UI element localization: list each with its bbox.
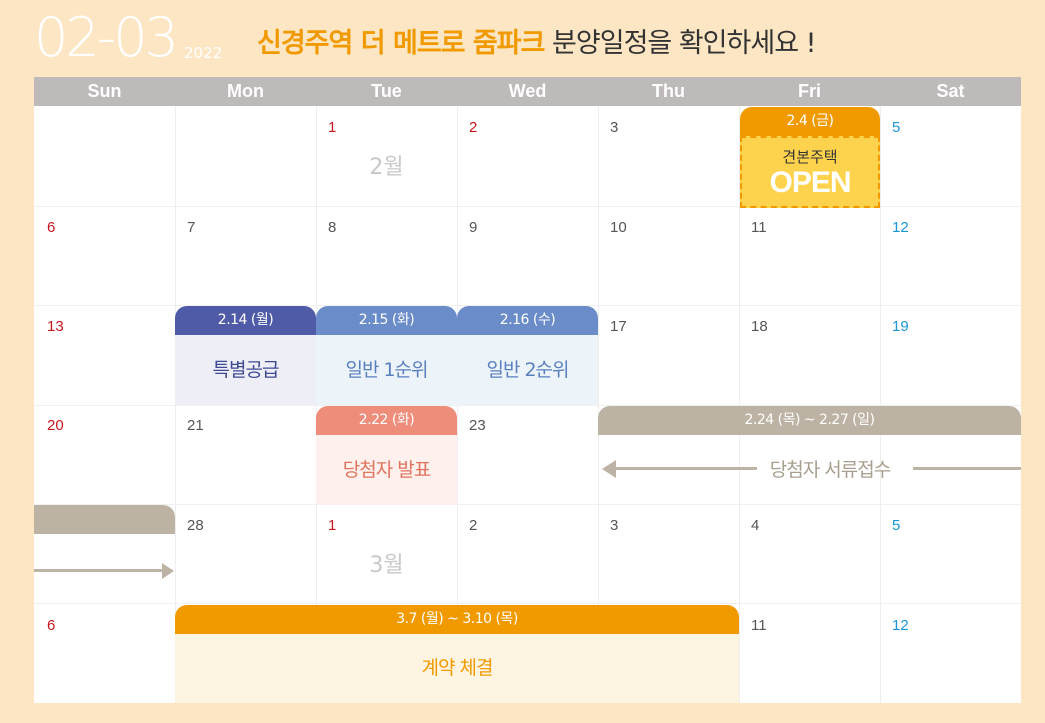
day-cell[interactable]: 9 [469,219,478,236]
weekday-wed: Wed [508,81,547,101]
weekday-sun: Sun [87,81,122,101]
day-cell[interactable]: 7 [187,219,196,236]
weekday-tue: Tue [371,81,402,101]
event-special-supply[interactable]: 특별공급 [175,335,316,405]
arrow-line [34,569,162,572]
arrow-left-icon [602,460,616,478]
grid-line [34,206,1021,207]
event-date-winner-announce: 2.22 (화) [316,406,457,435]
event-contract[interactable]: 계약 체결 [175,634,739,703]
model-house-label: 견본주택 [782,148,838,166]
event-date-general-1st: 2.15 (화) [316,306,457,335]
arrow-right-icon [162,563,174,579]
event-general-1st[interactable]: 일반 1순위 [316,335,457,405]
event-general-2nd[interactable]: 일반 2순위 [457,335,598,405]
open-label: OPEN [769,166,851,199]
day-cell[interactable]: 6 [47,617,56,634]
page-title: 신경주역 더 메트로 줌파크 분양일정을 확인하세요 ! [257,26,816,62]
weekday-fri: Fri [797,81,821,101]
title-complex-name: 신경주역 더 메트로 줌파크 [257,28,545,59]
day-cell[interactable]: 5 [892,517,901,534]
calendar: Sun Mon Tue Wed Thu Fri Sat 1 2월 2 3 5 2… [34,77,1021,703]
event-date-document-review: 2.24 (목) ~ 2.27 (일) [598,406,1021,435]
day-cell[interactable]: 1 [328,119,337,136]
day-cell[interactable]: 19 [892,318,909,335]
date-range: 02-03 [34,6,179,69]
grid-line [880,77,881,703]
event-document-review[interactable]: 당첨자 서류접수 [769,459,891,481]
day-cell[interactable]: 1 [328,517,337,534]
day-cell[interactable]: 28 [187,517,204,534]
arrow-line [913,467,1021,470]
day-cell[interactable]: 5 [892,119,901,136]
day-cell[interactable]: 12 [892,219,909,236]
title-rest: 분양일정을 확인하세요 ! [552,28,816,59]
day-cell[interactable]: 17 [610,318,627,335]
day-cell[interactable]: 11 [751,617,767,634]
day-cell[interactable]: 11 [751,219,767,236]
day-cell[interactable]: 23 [469,417,486,434]
day-cell[interactable]: 18 [751,318,768,335]
day-cell[interactable]: 2 [469,517,478,534]
day-cell[interactable]: 13 [47,318,64,335]
event-winner-announce[interactable]: 당첨자 발표 [316,435,457,505]
day-cell[interactable]: 20 [47,417,64,434]
grid-line [598,77,599,703]
day-cell[interactable]: 6 [47,219,56,236]
weekday-sat: Sat [936,81,965,101]
event-date-model-house: 2.4 (금) [740,107,880,136]
grid-line [34,504,1021,505]
weekday-thu: Thu [652,81,685,101]
month-label-mar: 3월 [369,553,404,578]
year-label: 2022 [184,44,223,62]
day-cell[interactable]: 21 [187,417,204,434]
weekday-header: Sun Mon Tue Wed Thu Fri Sat [34,77,1021,106]
day-cell[interactable]: 4 [751,517,760,534]
event-continuation-bar [34,505,175,534]
header: 02-03 2022 신경주역 더 메트로 줌파크 분양일정을 확인하세요 ! [0,0,1045,76]
day-cell[interactable]: 3 [610,517,619,534]
event-date-contract: 3.7 (월) ~ 3.10 (목) [175,605,739,634]
grid-line [34,603,1021,604]
arrow-line [614,467,757,470]
grid-line [739,77,740,703]
grid-line [34,305,1021,306]
day-cell[interactable]: 3 [610,119,619,136]
event-date-general-2nd: 2.16 (수) [457,306,598,335]
day-cell[interactable]: 2 [469,119,478,136]
day-cell[interactable]: 8 [328,219,337,236]
month-label-feb: 2월 [369,155,404,180]
event-model-house-open[interactable]: 견본주택 OPEN [740,136,880,208]
grid-line [34,405,1021,406]
day-cell[interactable]: 10 [610,219,627,236]
event-date-special-supply: 2.14 (월) [175,306,316,335]
day-cell[interactable]: 12 [892,617,909,634]
weekday-mon: Mon [227,81,264,101]
